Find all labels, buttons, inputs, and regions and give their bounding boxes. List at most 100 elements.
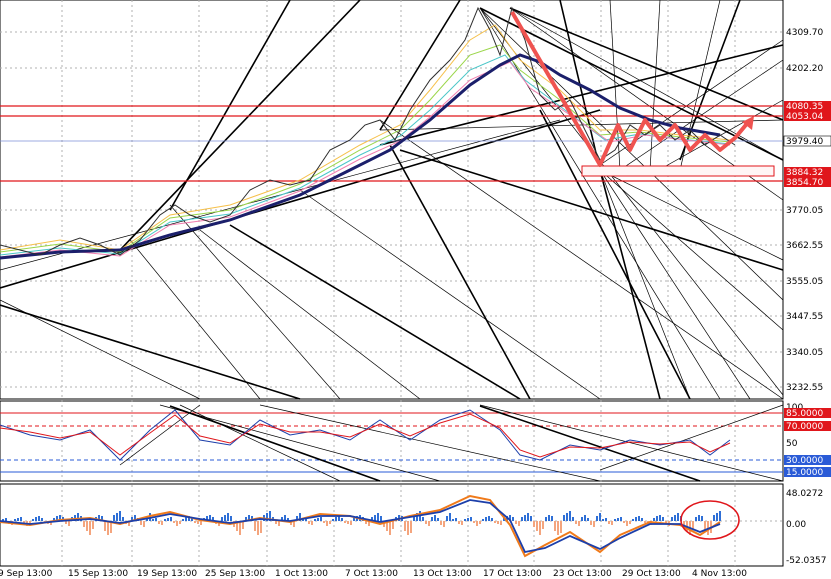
forecast-path[interactable] <box>510 10 752 167</box>
macd-bar <box>404 521 406 531</box>
macd-bar <box>116 513 118 521</box>
trend-line-thick[interactable] <box>119 0 361 251</box>
fan-line[interactable] <box>599 39 784 166</box>
fan-line[interactable] <box>479 7 784 301</box>
trend-line-thick[interactable] <box>379 44 784 146</box>
macd-bar <box>314 519 316 521</box>
gann-lines-thin[interactable] <box>0 0 784 400</box>
macd-bar <box>665 521 667 524</box>
trend-line-thick <box>479 405 701 482</box>
fan-line[interactable] <box>169 204 341 400</box>
trend-line-thick[interactable] <box>389 144 531 400</box>
macd-bar <box>56 516 58 521</box>
trend-line-thick[interactable] <box>0 304 301 400</box>
trend-line-thick[interactable] <box>509 7 784 121</box>
macd-bar <box>308 521 310 524</box>
trend-line-thick[interactable] <box>379 0 461 131</box>
macd-bar <box>89 521 91 535</box>
macd-bar <box>182 519 184 521</box>
macd-bar <box>353 518 355 521</box>
macd-bar <box>554 521 556 531</box>
macd-bar <box>545 517 547 521</box>
fan-line[interactable] <box>379 119 784 400</box>
fan-line[interactable] <box>619 59 784 171</box>
macd-bar <box>422 517 424 521</box>
fan-line[interactable] <box>599 169 751 400</box>
time-label: 13 Oct 13:00 <box>413 569 472 579</box>
fan-line[interactable] <box>599 169 691 400</box>
fan-line[interactable] <box>0 299 201 400</box>
fan-line[interactable] <box>649 0 661 171</box>
trend-line-thick[interactable] <box>599 169 661 400</box>
macd-bar <box>386 521 388 531</box>
macd-bar <box>227 513 229 521</box>
macd-bar <box>551 516 553 521</box>
price-tick: 3340.05 <box>786 348 823 358</box>
main-trend-ma <box>0 53 721 260</box>
macd-bar <box>305 518 307 521</box>
macd-bar <box>572 517 574 521</box>
fan-line <box>259 404 601 482</box>
macd-bar <box>134 515 136 521</box>
osc-mid-label: 50 <box>786 439 798 449</box>
macd-bar <box>167 518 169 521</box>
macd-bar <box>290 521 292 525</box>
fan-line[interactable] <box>599 169 784 261</box>
macd-bar <box>701 516 703 521</box>
macd-bar <box>443 521 445 527</box>
time-label: 15 Sep 13:00 <box>68 569 128 579</box>
resistance-tag-bg <box>784 101 831 111</box>
highlight-circle[interactable] <box>680 500 740 540</box>
macd-bar <box>260 521 262 533</box>
macd-bar <box>581 517 583 521</box>
macd-bar <box>518 521 520 526</box>
trend-line-thick[interactable] <box>0 109 601 289</box>
macd-bar <box>392 521 394 529</box>
macd-bar <box>107 521 109 535</box>
macd-bar <box>425 521 427 524</box>
support-box[interactable] <box>581 165 775 177</box>
fan-line <box>119 404 201 466</box>
price-tick: 3770.05 <box>786 206 823 216</box>
support-zone[interactable] <box>0 165 783 182</box>
macd-bar <box>623 521 625 523</box>
macd-bar <box>299 513 301 521</box>
osc-level-tag-bg <box>784 421 831 431</box>
oscillator-lines-thick <box>169 405 701 482</box>
macd-axis: 48.0272 0.00 -52.0357 <box>786 489 826 566</box>
signal-line <box>0 499 721 554</box>
trend-line-thick[interactable] <box>679 0 741 161</box>
macd-bar <box>638 516 640 521</box>
macd-bar <box>377 513 379 521</box>
resistance-tag-upper: 4080.35 <box>786 102 823 112</box>
trend-line-thick[interactable] <box>229 224 521 400</box>
macd-bar <box>29 521 31 524</box>
oscillator-levels <box>0 412 783 473</box>
macd-bar <box>476 521 478 526</box>
macd-min-label: -52.0357 <box>786 556 826 566</box>
macd-panel[interactable] <box>0 483 784 567</box>
fan-line[interactable] <box>299 189 601 400</box>
fan-line[interactable] <box>199 229 421 400</box>
trend-line-thick[interactable] <box>479 7 784 161</box>
macd-bar <box>176 521 178 526</box>
price-panel[interactable] <box>0 0 784 400</box>
macd-bar <box>497 521 499 524</box>
macd-bar <box>92 521 94 529</box>
macd-bar <box>677 513 679 521</box>
fan-line[interactable] <box>609 0 621 171</box>
trend-line-thick[interactable] <box>169 0 291 211</box>
macd-bar <box>173 521 175 523</box>
fan-line[interactable] <box>599 169 784 331</box>
macd-bar <box>539 521 541 535</box>
forecast-arrows[interactable] <box>510 10 752 167</box>
osc-level-15: 15.0000 <box>786 468 823 478</box>
macd-bar <box>131 517 133 521</box>
fan-line[interactable] <box>129 239 261 400</box>
resistance-zone[interactable] <box>0 105 783 117</box>
macd-bar <box>389 521 391 535</box>
fan-line[interactable] <box>479 7 784 396</box>
trend-line-thick[interactable] <box>539 109 691 400</box>
support-tag-upper: 3884.32 <box>786 168 823 178</box>
